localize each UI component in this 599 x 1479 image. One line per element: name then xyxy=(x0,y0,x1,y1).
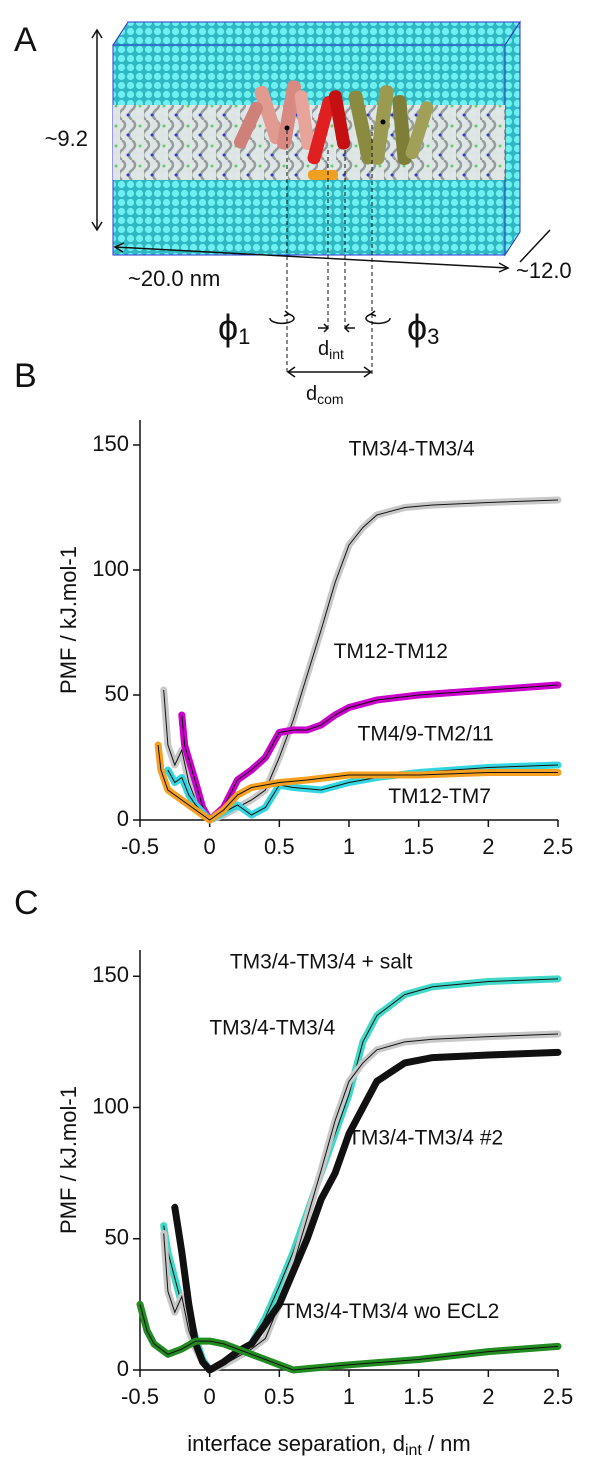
series-label: TM3/4-TM3/4 #2 xyxy=(348,1127,503,1150)
y-tick-label: 100 xyxy=(92,1093,129,1118)
panel-a: A ~9.2 ~20.0 nm ~12.0 xyxy=(14,20,572,407)
y-tick-label: 150 xyxy=(92,431,129,456)
arrowheads xyxy=(113,242,510,273)
length-arrow xyxy=(114,246,509,269)
x-tick-label: 1 xyxy=(343,834,355,859)
x-tick-label: 2 xyxy=(482,1384,494,1409)
x-tick-label: 2.5 xyxy=(543,1384,574,1409)
x-tick-label: 2.5 xyxy=(543,834,574,859)
x-tick-label: 1 xyxy=(343,1384,355,1409)
rotation xyxy=(269,310,295,325)
x-tick-label: -0.5 xyxy=(121,834,159,859)
series-label: TM3/4-TM3/4 xyxy=(349,438,475,461)
x-tick-label: 0.5 xyxy=(264,1384,295,1409)
series-label: TM4/9-TM2/11 xyxy=(358,723,494,746)
series-label: TM12-TM7 xyxy=(388,785,491,808)
panel-label: C xyxy=(14,884,39,922)
y-tick-label: 50 xyxy=(105,1225,129,1250)
y-tick-label: 50 xyxy=(105,681,129,706)
x-tick-label: 1.5 xyxy=(403,834,434,859)
y-tick-label: 0 xyxy=(117,806,129,831)
panel-label: B xyxy=(14,357,37,395)
arrowheads xyxy=(286,366,373,378)
error-band xyxy=(178,681,562,824)
length-label: ~20.0 nm xyxy=(128,266,220,291)
series-label: TM12-TM12 xyxy=(334,640,448,663)
chart-panel: C 0 50 100 150 -0.5 0 0.5 1 1.5 2 2.5 PMF / kJ.mol-1… xyxy=(14,884,573,1459)
depth-label: ~12.0 xyxy=(516,258,572,283)
y-tick-label: 100 xyxy=(92,556,129,581)
x-axis-label-part: / nm xyxy=(422,1431,471,1456)
mean-line xyxy=(139,1304,559,1371)
x-tick-label: 0 xyxy=(204,834,216,859)
series-label: TM3/4-TM3/4 xyxy=(209,1016,335,1039)
rotation xyxy=(365,310,391,325)
chart-panel: B 0 50 100 150 -0.5 0 0.5 1 1.5 2 2.5 PMF / kJ.mol-1… xyxy=(14,357,573,859)
y-axis-label: PMF / kJ.mol-1 xyxy=(56,546,81,694)
x-axis-label: interface separation, dint / nm xyxy=(187,1431,471,1459)
protein xyxy=(233,80,434,180)
x-tick-label: 0.5 xyxy=(264,834,295,859)
phi3: ϕ3 xyxy=(407,307,439,349)
series-label: TM3/4-TM3/4 + salt xyxy=(230,951,413,974)
d-com-label: dcom xyxy=(306,383,344,406)
x-tick-label: 0 xyxy=(204,1384,216,1409)
y-tick-label: 0 xyxy=(117,1356,129,1381)
mean-line xyxy=(163,1033,559,1371)
box-top xyxy=(112,21,521,46)
phi1: ϕ1 xyxy=(218,307,250,349)
panel-label: A xyxy=(14,21,37,59)
arrowheads xyxy=(91,28,103,232)
box-side xyxy=(504,20,521,257)
x-axis-label-part: int xyxy=(405,1442,422,1459)
mean-line xyxy=(174,1051,559,1371)
d-int-arrow xyxy=(318,323,355,333)
y-axis-label: PMF / kJ.mol-1 xyxy=(56,1086,81,1234)
x-tick-label: -0.5 xyxy=(121,1384,159,1409)
mean-line xyxy=(163,499,559,821)
y-tick-label: 150 xyxy=(92,962,129,987)
d-int-label: dint xyxy=(318,338,344,361)
x-axis-label-part: interface separation, d xyxy=(187,1431,405,1456)
depth-arrow xyxy=(519,229,551,263)
series-label: TM3/4-TM3/4 wo ECL2 xyxy=(282,1300,499,1323)
mean-line xyxy=(157,744,558,821)
x-tick-label: 1.5 xyxy=(403,1384,434,1409)
x-tick-label: 2 xyxy=(482,834,494,859)
height-label: ~9.2 xyxy=(45,126,88,151)
